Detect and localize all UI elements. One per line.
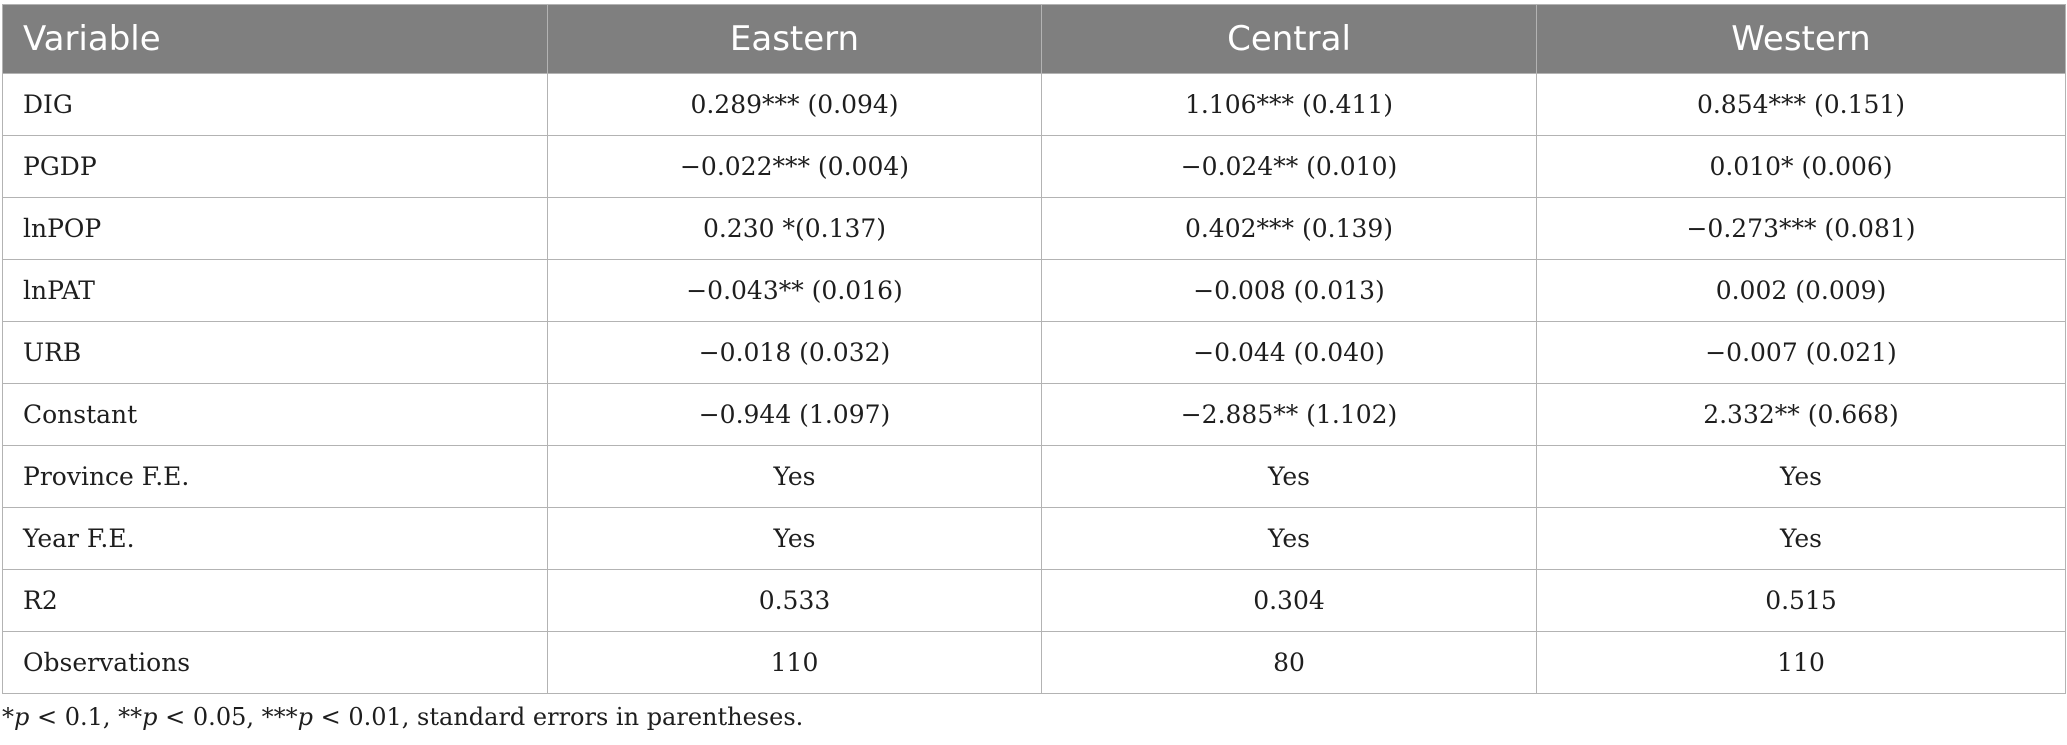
table-cell: Yes xyxy=(547,445,1042,508)
table-cell: 0.010* (0.006) xyxy=(1536,135,2066,198)
footnote-text: < 0.05, *** xyxy=(157,703,298,731)
footnote-italic-p: p xyxy=(14,703,30,731)
footnote-text: < 0.01, standard errors in parentheses. xyxy=(312,703,804,731)
footnote-text: * xyxy=(2,703,14,731)
header-western: Western xyxy=(1536,4,2066,74)
table-cell: −0.008 (0.013) xyxy=(1041,259,1537,322)
table-cell: Yes xyxy=(1536,507,2066,570)
row-label: Year F.E. xyxy=(2,507,548,570)
table-cell: 0.289*** (0.094) xyxy=(547,73,1042,136)
header-central: Central xyxy=(1041,4,1537,74)
table-row: URB −0.018 (0.032) −0.044 (0.040) −0.007 (0… xyxy=(2,321,2066,384)
table-cell: 0.533 xyxy=(547,569,1042,632)
regression-table: Variable Eastern Central Western DIG 0.289**… xyxy=(2,4,2066,694)
row-label: Province F.E. xyxy=(2,445,548,508)
row-label: lnPAT xyxy=(2,259,548,322)
table-cell: −0.044 (0.040) xyxy=(1041,321,1537,384)
table-row: Province F.E. Yes Yes Yes xyxy=(2,445,2066,508)
table-cell: Yes xyxy=(1041,445,1537,508)
table-row: lnPAT −0.043** (0.016) −0.008 (0.013) 0.002… xyxy=(2,259,2066,322)
header-eastern: Eastern xyxy=(547,4,1042,74)
header-variable: Variable xyxy=(2,4,548,74)
table-row: Constant −0.944 (1.097) −2.885** (1.102) 2.… xyxy=(2,383,2066,446)
row-label: lnPOP xyxy=(2,197,548,260)
table-cell: −0.024** (0.010) xyxy=(1041,135,1537,198)
table-body: DIG 0.289*** (0.094) 1.106*** (0.411) 0.854… xyxy=(2,73,2066,694)
table-cell: −0.018 (0.032) xyxy=(547,321,1042,384)
table-row: PGDP −0.022*** (0.004) −0.024** (0.010) 0.0… xyxy=(2,135,2066,198)
header-row: Variable Eastern Central Western xyxy=(2,4,2066,74)
table-row: R2 0.533 0.304 0.515 xyxy=(2,569,2066,632)
table-row: lnPOP 0.230 *(0.137) 0.402*** (0.139) −0.27… xyxy=(2,197,2066,260)
table-cell: 0.304 xyxy=(1041,569,1537,632)
table-cell: Yes xyxy=(547,507,1042,570)
table-cell: 0.002 (0.009) xyxy=(1536,259,2066,322)
table-cell: 0.854*** (0.151) xyxy=(1536,73,2066,136)
table-cell: 110 xyxy=(547,631,1042,694)
table-cell: −0.043** (0.016) xyxy=(547,259,1042,322)
table-cell: Yes xyxy=(1041,507,1537,570)
table-cell: Yes xyxy=(1536,445,2066,508)
table-cell: −0.273*** (0.081) xyxy=(1536,197,2066,260)
row-label: DIG xyxy=(2,73,548,136)
table-cell: 80 xyxy=(1041,631,1537,694)
footnote-text: < 0.1, ** xyxy=(29,703,143,731)
table-cell: 2.332** (0.668) xyxy=(1536,383,2066,446)
table-cell: 110 xyxy=(1536,631,2066,694)
table-cell: −2.885** (1.102) xyxy=(1041,383,1537,446)
table-footnote: *p < 0.1, **p < 0.05, ***p < 0.01, stand… xyxy=(2,703,803,731)
footnote-italic-p: p xyxy=(142,703,158,731)
table-cell: 1.106*** (0.411) xyxy=(1041,73,1537,136)
table-cell: 0.515 xyxy=(1536,569,2066,632)
table-row: DIG 0.289*** (0.094) 1.106*** (0.411) 0.854… xyxy=(2,73,2066,136)
regression-table-container: Variable Eastern Central Western DIG 0.289**… xyxy=(2,4,2066,694)
table-header: Variable Eastern Central Western xyxy=(2,4,2066,74)
table-cell: −0.007 (0.021) xyxy=(1536,321,2066,384)
row-label: R2 xyxy=(2,569,548,632)
row-label: Observations xyxy=(2,631,548,694)
row-label: PGDP xyxy=(2,135,548,198)
row-label: Constant xyxy=(2,383,548,446)
table-cell: 0.402*** (0.139) xyxy=(1041,197,1537,260)
row-label: URB xyxy=(2,321,548,384)
table-cell: 0.230 *(0.137) xyxy=(547,197,1042,260)
table-cell: −0.022*** (0.004) xyxy=(547,135,1042,198)
table-cell: −0.944 (1.097) xyxy=(547,383,1042,446)
footnote-italic-p: p xyxy=(297,703,313,731)
table-row: Year F.E. Yes Yes Yes xyxy=(2,507,2066,570)
table-row: Observations 110 80 110 xyxy=(2,631,2066,694)
